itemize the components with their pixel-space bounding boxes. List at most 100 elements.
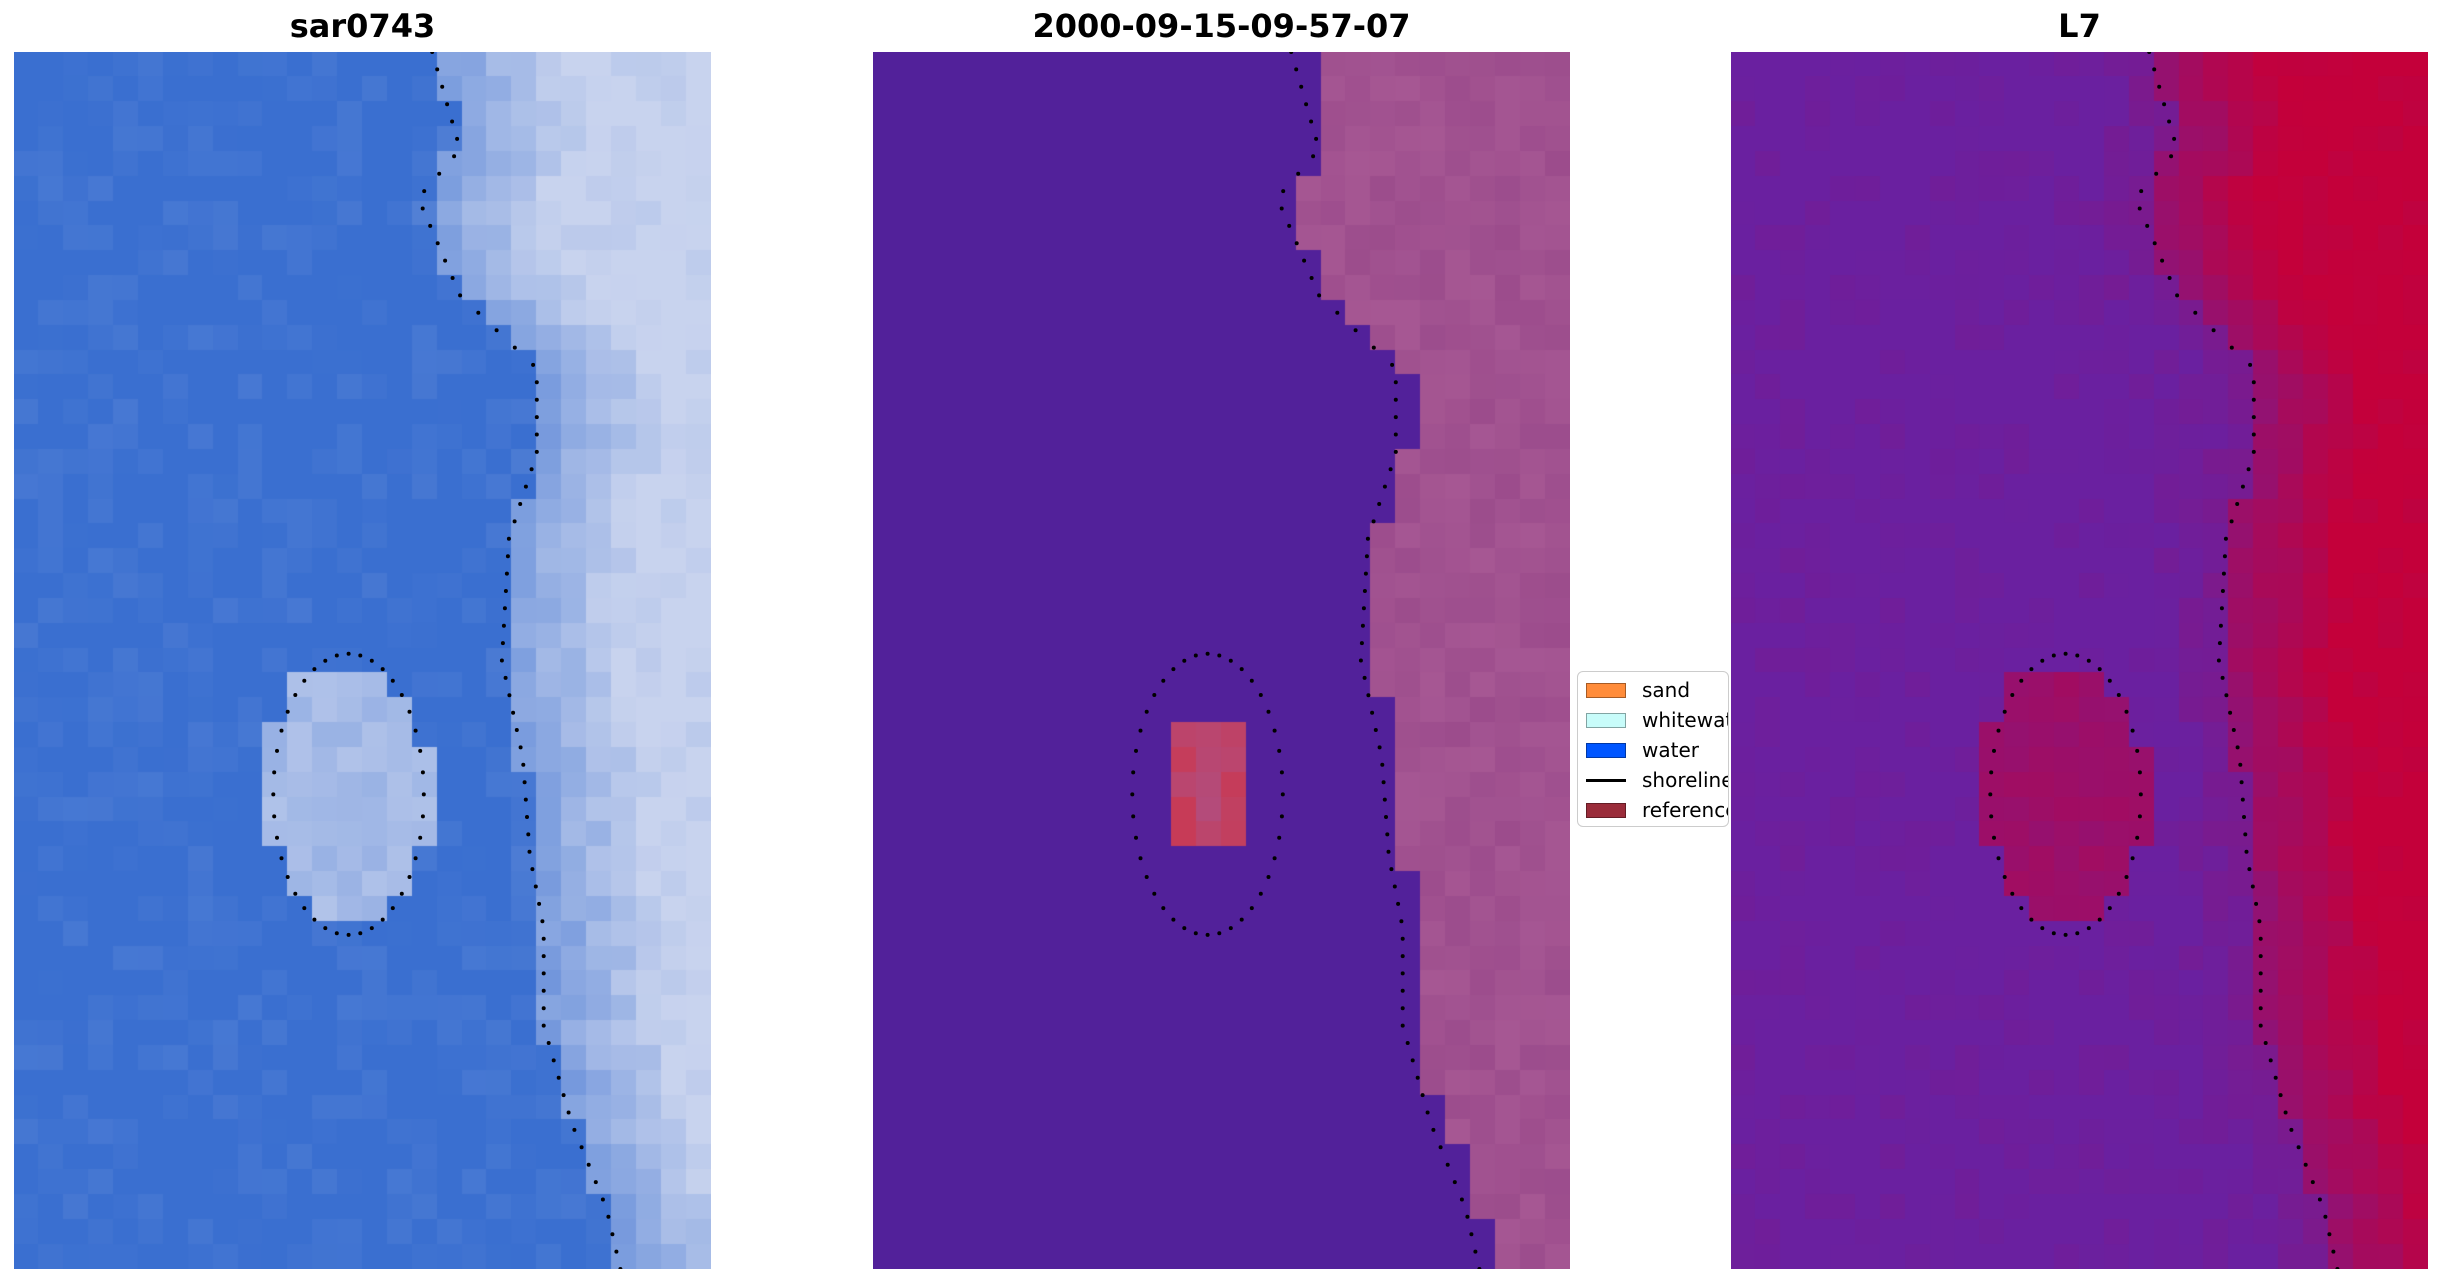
shoreline-dot bbox=[2303, 1162, 2308, 1167]
shoreline-dot bbox=[275, 835, 279, 840]
shoreline-dot bbox=[534, 397, 539, 402]
shoreline-dot bbox=[541, 988, 546, 993]
shoreline-dot bbox=[522, 780, 527, 785]
shoreline-dot bbox=[1152, 693, 1157, 697]
shoreline-dot bbox=[1400, 936, 1405, 941]
shoreline-dot bbox=[455, 136, 460, 141]
shoreline-dot bbox=[1144, 709, 1149, 714]
shoreline-dot bbox=[2258, 988, 2263, 993]
shoreline-dot bbox=[1182, 658, 1187, 663]
shoreline-dot bbox=[1217, 931, 1222, 936]
shoreline-dot bbox=[1469, 1232, 1474, 1237]
shoreline-dot bbox=[428, 223, 433, 228]
shoreline-dot bbox=[2107, 906, 2112, 911]
shoreline-dot bbox=[2238, 762, 2243, 767]
shoreline-dot bbox=[1205, 932, 1210, 937]
shoreline-dot bbox=[272, 770, 277, 775]
shoreline-dot bbox=[445, 102, 450, 107]
shoreline-dot bbox=[1152, 891, 1157, 896]
shoreline-dot bbox=[1258, 891, 1263, 896]
shoreline-dot bbox=[593, 1180, 598, 1185]
shoreline-dot bbox=[1381, 780, 1386, 785]
shoreline-dot bbox=[2244, 849, 2249, 854]
shoreline-dot bbox=[1371, 345, 1376, 350]
shoreline-dot bbox=[1992, 835, 1996, 840]
shoreline-dot bbox=[1130, 792, 1135, 797]
shoreline-dot bbox=[1279, 814, 1284, 819]
shoreline-dot bbox=[1171, 667, 1176, 672]
shoreline-dot bbox=[579, 1145, 584, 1150]
shoreline-dot bbox=[380, 667, 385, 672]
legend-label-water: water bbox=[1642, 738, 1699, 762]
shoreline-dot bbox=[606, 1214, 611, 1219]
shoreline-dot bbox=[1239, 917, 1244, 922]
shoreline-dot bbox=[1144, 875, 1149, 879]
shoreline-dot bbox=[526, 832, 531, 837]
shoreline-dot bbox=[323, 658, 328, 663]
shoreline-dot bbox=[525, 815, 529, 819]
legend-swatch-shoreline bbox=[1586, 778, 1626, 782]
shoreline-dot bbox=[1359, 641, 1364, 646]
shoreline-dot bbox=[566, 1110, 571, 1115]
shoreline-dot bbox=[271, 792, 276, 797]
shoreline-dot bbox=[2251, 415, 2256, 420]
classified-image bbox=[873, 52, 1570, 1269]
shoreline-dot bbox=[1452, 1180, 1457, 1185]
rgb-image-panel bbox=[14, 52, 711, 1269]
shoreline-dot bbox=[507, 693, 512, 698]
shoreline-dot bbox=[2221, 571, 2226, 576]
shoreline-dot bbox=[2040, 658, 2045, 663]
shoreline-dot bbox=[518, 745, 523, 750]
shoreline-dot bbox=[2010, 693, 2015, 697]
panel-title-l7: L7 bbox=[2058, 7, 2101, 45]
shoreline-dot bbox=[1989, 770, 1994, 775]
shoreline-dot bbox=[2175, 293, 2180, 298]
legend-item-reference: reference bbox=[1586, 796, 1728, 824]
shoreline-dot bbox=[1205, 651, 1210, 656]
shoreline-dot bbox=[323, 926, 328, 931]
shoreline-dot bbox=[2278, 1093, 2283, 1098]
shoreline-dot bbox=[534, 380, 539, 385]
shoreline-dot bbox=[1362, 589, 1367, 593]
shoreline-dot bbox=[440, 84, 445, 89]
shoreline-dot bbox=[1272, 728, 1277, 733]
shoreline-dot bbox=[2254, 901, 2259, 906]
shoreline-dot bbox=[2283, 1110, 2288, 1115]
shoreline-dot bbox=[1314, 136, 1319, 141]
shoreline-dot bbox=[2258, 954, 2263, 959]
shoreline-dot bbox=[2273, 1075, 2278, 1080]
shoreline-dot bbox=[420, 770, 425, 775]
legend-swatch-water bbox=[1586, 742, 1626, 758]
shoreline-dot bbox=[600, 1197, 605, 1202]
shoreline-dot bbox=[1373, 728, 1378, 732]
shoreline-dot bbox=[2029, 667, 2034, 672]
shoreline-dot bbox=[1459, 1197, 1464, 1202]
shoreline-dot bbox=[2247, 867, 2252, 872]
shoreline-dot bbox=[407, 875, 412, 879]
shoreline-dot bbox=[358, 931, 363, 936]
shoreline-dot bbox=[1277, 748, 1282, 753]
shoreline-dot bbox=[541, 971, 546, 976]
shoreline-dot bbox=[1294, 67, 1299, 72]
legend-item-sand: sand bbox=[1586, 676, 1690, 704]
shoreline-dot bbox=[1361, 606, 1366, 611]
shoreline-dot bbox=[2051, 931, 2056, 936]
shoreline-dot bbox=[1239, 667, 1244, 672]
shoreline-dot bbox=[1393, 432, 1398, 437]
shoreline-dot bbox=[1193, 931, 1198, 936]
shoreline-dot bbox=[1228, 926, 1233, 931]
shoreline-dot bbox=[1287, 223, 1292, 228]
shoreline-dot bbox=[1134, 748, 1138, 753]
shoreline-dot bbox=[420, 814, 425, 819]
shoreline-dot bbox=[551, 1058, 556, 1063]
shoreline-dot bbox=[2193, 310, 2198, 315]
shoreline-dot bbox=[2224, 693, 2229, 698]
shoreline-dot bbox=[610, 1232, 615, 1237]
shoreline-dot bbox=[2167, 276, 2172, 280]
shoreline-dot bbox=[586, 1162, 591, 1167]
shoreline-dot bbox=[2130, 728, 2135, 733]
shoreline-dot bbox=[399, 693, 404, 697]
shoreline-dot bbox=[1396, 901, 1401, 906]
index-image bbox=[1731, 52, 2428, 1269]
shoreline-dot bbox=[2075, 653, 2080, 658]
